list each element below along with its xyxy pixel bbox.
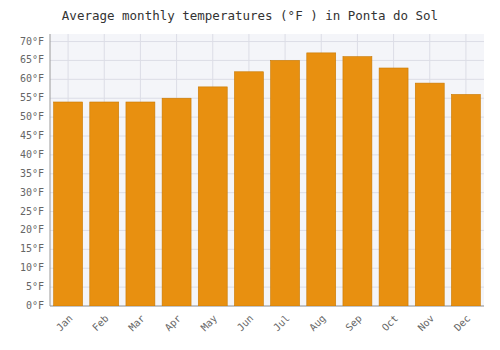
chart-title: Average monthly temperatures (°F ) in Po… [62, 8, 438, 23]
bar [271, 60, 300, 306]
y-tick-label: 20°F [20, 224, 44, 235]
grid [50, 34, 484, 306]
x-tick-label: Aug [307, 313, 328, 334]
bar [451, 94, 480, 306]
bar [415, 83, 444, 306]
x-tick-label: Jul [271, 313, 292, 334]
y-tick-label: 30°F [20, 187, 44, 198]
plot-background [50, 34, 484, 306]
x-tick-label: Sep [343, 313, 364, 334]
y-grid-line [50, 60, 484, 61]
y-grid-line [50, 41, 484, 42]
y-tick-label: 50°F [20, 111, 44, 122]
x-tick-label: Jan [54, 313, 75, 334]
axes: 0°F 5°F 10°F 15°F 20°F 25°F 30°F 35°F 40°F 45°F 50… [20, 34, 484, 333]
bar [379, 68, 408, 306]
y-tick-label: 40°F [20, 149, 44, 160]
y-axis-line [50, 34, 51, 306]
y-tick-label: 45°F [20, 130, 44, 141]
bar [198, 87, 227, 306]
y-tick-label: 10°F [20, 262, 44, 273]
bar [162, 98, 191, 306]
bars [54, 53, 481, 306]
bar [307, 53, 336, 306]
x-tick-label: Nov [416, 313, 437, 334]
y-tick-label: 15°F [20, 243, 44, 254]
y-tick-label: 60°F [20, 73, 44, 84]
chart-container: 0°F 5°F 10°F 15°F 20°F 25°F 30°F 35°F 40°F 45°F 50… [0, 0, 500, 350]
x-tick-label: Feb [90, 313, 111, 334]
bar [234, 72, 263, 306]
y-tick-label: 25°F [20, 206, 44, 217]
chart-svg: 0°F 5°F 10°F 15°F 20°F 25°F 30°F 35°F 40°F 45°F 50… [0, 0, 500, 350]
y-grid-line [50, 79, 484, 80]
x-tick-label: Apr [163, 313, 184, 334]
x-tick-label: May [199, 313, 220, 334]
bar [343, 57, 372, 306]
x-tick-label: Oct [380, 313, 401, 334]
x-tick-label: Dec [452, 313, 473, 334]
y-tick-label: 65°F [20, 54, 44, 65]
y-tick-label: 55°F [20, 92, 44, 103]
x-tick-label: Jun [235, 313, 256, 334]
y-tick-label: 5°F [26, 281, 44, 292]
bar [54, 102, 83, 306]
y-tick-label: 0°F [26, 300, 44, 311]
y-tick-label: 70°F [20, 36, 44, 47]
y-tick-label: 35°F [20, 168, 44, 179]
bar [126, 102, 155, 306]
bar [90, 102, 119, 306]
x-tick-label: Mar [126, 313, 147, 334]
